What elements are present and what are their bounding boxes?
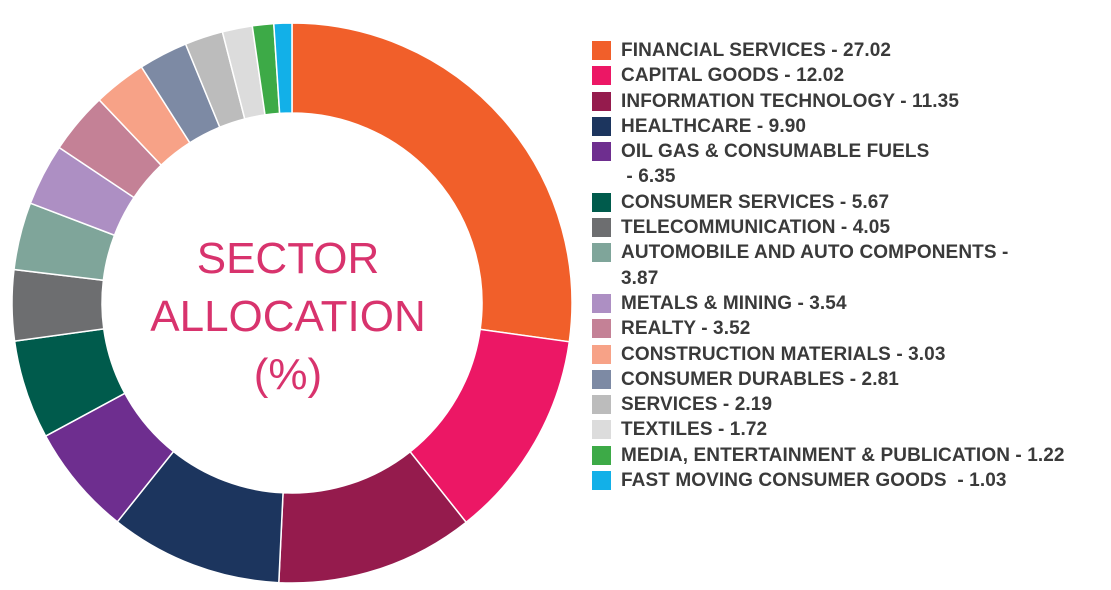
center-title-line-3: (%) xyxy=(253,350,323,399)
legend-swatch xyxy=(592,66,611,86)
legend-swatch xyxy=(592,192,611,212)
donut-slice xyxy=(11,268,105,342)
donut-slice xyxy=(291,22,573,343)
legend-swatch xyxy=(592,445,611,465)
legend-label: INFORMATION TECHNOLOGY - 11.35 xyxy=(621,90,960,112)
legend-swatch xyxy=(592,41,611,60)
legend-label: SERVICES - 2.19 xyxy=(621,394,773,416)
legend-label: CONSUMER DURABLES - 2.81 xyxy=(621,368,899,390)
legend-label: OIL GAS & CONSUMABLE FUELS - 6.35 xyxy=(621,141,930,188)
legend-swatch xyxy=(592,471,611,491)
legend-swatch xyxy=(592,218,611,238)
donut-slice xyxy=(272,22,293,115)
legend-item: TELECOMMUNICATION - 4.05 xyxy=(592,215,1107,240)
donut-chart xyxy=(11,22,573,584)
legend-label: TELECOMMUNICATION - 4.05 xyxy=(621,217,891,239)
legend-item: FAST MOVING CONSUMER GOODS - 1.03 xyxy=(592,468,1107,493)
legend-swatch xyxy=(592,369,611,389)
legend-swatch xyxy=(592,243,611,263)
legend-item: CONSTRUCTION MATERIALS - 3.03 xyxy=(592,342,1107,367)
legend-label: HEALTHCARE - 9.90 xyxy=(621,115,807,137)
legend-label: CONSTRUCTION MATERIALS - 3.03 xyxy=(621,343,946,365)
legend-item: CONSUMER DURABLES - 2.81 xyxy=(592,367,1107,392)
legend-item: SERVICES - 2.19 xyxy=(592,392,1107,417)
legend-item: CONSUMER SERVICES - 5.67 xyxy=(592,190,1107,215)
legend-item: FINANCIAL SERVICES - 27.02 xyxy=(592,38,1107,63)
legend-label: FAST MOVING CONSUMER GOODS - 1.03 xyxy=(621,470,1007,492)
legend-item: MEDIA, ENTERTAINMENT & PUBLICATION - 1.2… xyxy=(592,443,1107,468)
donut-slices xyxy=(11,22,573,584)
legend-item: METALS & MINING - 3.54 xyxy=(592,291,1107,316)
legend-item: INFORMATION TECHNOLOGY - 11.35 xyxy=(592,89,1107,114)
legend-item: CAPITAL GOODS - 12.02 xyxy=(592,63,1107,88)
legend-label: METALS & MINING - 3.54 xyxy=(621,292,847,314)
legend-swatch xyxy=(592,395,611,415)
legend-label: CAPITAL GOODS - 12.02 xyxy=(621,65,845,87)
legend-item: AUTOMOBILE AND AUTO COMPONENTS - 3.87 xyxy=(592,240,1107,291)
legend-label: CONSUMER SERVICES - 5.67 xyxy=(621,191,890,213)
legend-label: AUTOMOBILE AND AUTO COMPONENTS - 3.87 xyxy=(621,242,1009,289)
legend-label: REALTY - 3.52 xyxy=(621,318,751,340)
legend-swatch xyxy=(592,344,611,364)
legend-swatch xyxy=(592,319,611,339)
legend-label: TEXTILES - 1.72 xyxy=(621,419,768,441)
legend-item: TEXTILES - 1.72 xyxy=(592,417,1107,442)
legend-swatch xyxy=(592,293,611,313)
chart-legend: FINANCIAL SERVICES - 27.02 CAPITAL GOODS… xyxy=(592,38,1107,493)
legend-label: FINANCIAL SERVICES - 27.02 xyxy=(621,40,892,61)
legend-swatch xyxy=(592,420,611,440)
legend-item: HEALTHCARE - 9.90 xyxy=(592,114,1107,139)
legend-item: OIL GAS & CONSUMABLE FUELS - 6.35 xyxy=(592,139,1107,190)
chart-center-title: SECTOR ALLOCATION (%) xyxy=(132,230,444,404)
legend-swatch xyxy=(592,116,611,136)
legend-swatch xyxy=(592,91,611,111)
center-title-line-1: SECTOR xyxy=(196,234,380,283)
legend-swatch xyxy=(592,142,611,162)
legend-item: REALTY - 3.52 xyxy=(592,316,1107,341)
legend-label: MEDIA, ENTERTAINMENT & PUBLICATION - 1.2… xyxy=(621,444,1065,466)
center-title-line-2: ALLOCATION xyxy=(150,292,426,341)
